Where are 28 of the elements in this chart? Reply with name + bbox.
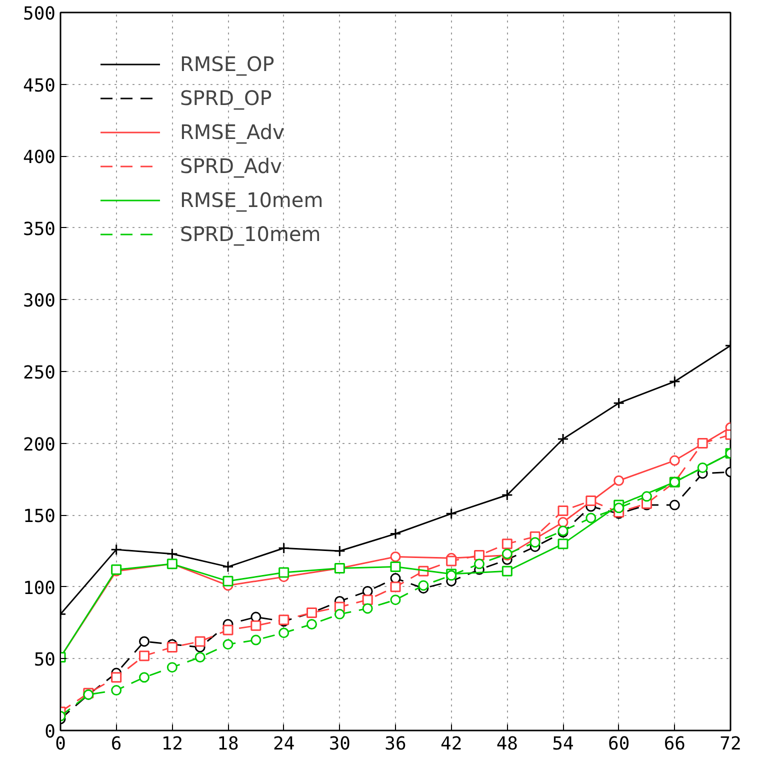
y-tick-label: 450 bbox=[22, 75, 56, 96]
x-tick-label: 66 bbox=[664, 734, 686, 754]
y-tick-label: 100 bbox=[22, 578, 56, 599]
x-tick-label: 48 bbox=[496, 734, 518, 754]
y-tick-label: 300 bbox=[22, 290, 56, 312]
x-tick-label: 42 bbox=[440, 734, 462, 754]
y-tick-label: 250 bbox=[22, 362, 56, 384]
y-tick-label: 500 bbox=[22, 4, 56, 24]
x-tick-label: 24 bbox=[272, 734, 295, 754]
x-tick-label: 6 bbox=[110, 734, 122, 754]
legend-label: SPRD_OP bbox=[180, 86, 272, 110]
legend-label: RMSE_10mem bbox=[180, 188, 324, 212]
x-tick-label: 30 bbox=[328, 734, 351, 754]
legend-label: SPRD_10mem bbox=[180, 222, 321, 246]
x-tick-label: 54 bbox=[552, 734, 574, 754]
legend-label: RMSE_Adv bbox=[180, 120, 284, 144]
x-tick-label: 12 bbox=[161, 734, 184, 754]
y-tick-label: 200 bbox=[22, 434, 56, 456]
y-tick-label: 350 bbox=[22, 218, 56, 240]
x-tick-label: 36 bbox=[384, 734, 406, 754]
y-tick-label: 50 bbox=[34, 650, 56, 671]
y-tick-label: 400 bbox=[22, 147, 56, 168]
y-tick-label: 150 bbox=[22, 506, 56, 528]
x-tick-label: 18 bbox=[217, 734, 239, 754]
legend-label: SPRD_Adv bbox=[180, 154, 282, 178]
x-tick-label: 72 bbox=[720, 734, 742, 754]
x-tick-label: 60 bbox=[608, 734, 630, 754]
legend-label: RMSE_OP bbox=[180, 52, 274, 76]
